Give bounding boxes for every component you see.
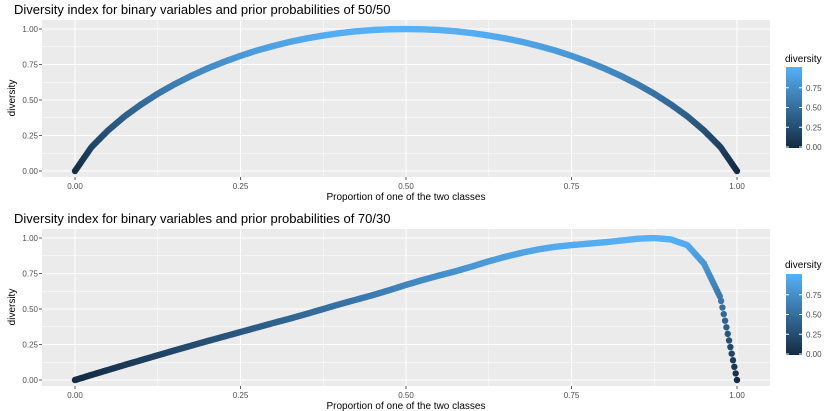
x-tick-label: 0.50 xyxy=(398,182,414,191)
legend-tick-label: 0.25 xyxy=(806,123,822,132)
data-point xyxy=(724,330,731,338)
y-tick-label: 0.75 xyxy=(22,270,38,279)
data-point xyxy=(728,350,735,357)
y-tick-label: 0.00 xyxy=(22,376,38,385)
y-tick-label: 0.50 xyxy=(22,96,38,105)
legend-tick-label: 0.75 xyxy=(806,291,822,300)
y-tick-label: 1.00 xyxy=(22,25,38,34)
x-tick-label: 1.00 xyxy=(729,391,745,400)
data-point xyxy=(721,317,729,324)
y-tick-label: 0.25 xyxy=(22,341,38,350)
legend-tick-label: 0.50 xyxy=(806,104,822,113)
x-tick-label: 0.50 xyxy=(398,391,414,400)
data-point xyxy=(727,343,734,351)
y-axis-title: diversity xyxy=(7,289,18,326)
data-point xyxy=(733,376,741,384)
data-point xyxy=(717,297,725,305)
legend-tick-label: 0.00 xyxy=(806,143,822,152)
legend-colorbar xyxy=(786,274,802,355)
x-tick-label: 0.75 xyxy=(564,391,580,400)
color-legend: diversity 0.00 0.25 0.50 0.75 xyxy=(785,54,822,152)
legend-tick-label: 0.00 xyxy=(806,350,822,359)
data-point xyxy=(720,310,727,318)
data-point xyxy=(723,324,730,331)
legend-colorbar xyxy=(786,67,802,148)
data-point xyxy=(732,370,739,377)
y-tick-label: 0.00 xyxy=(22,167,38,176)
color-legend: diversity 0.00 0.25 0.50 0.75 xyxy=(785,260,822,359)
chart-title: Diversity index for binary variables and… xyxy=(14,2,390,17)
x-tick-label: 0.25 xyxy=(233,182,249,191)
legend-title: diversity xyxy=(785,54,822,65)
chart-panel-50-50: Diversity index for binary variables and… xyxy=(7,2,822,203)
x-tick-label: 1.00 xyxy=(729,182,745,191)
data-point xyxy=(733,167,741,175)
legend-tick-label: 0.75 xyxy=(806,84,822,93)
x-tick-label: 0.00 xyxy=(67,391,83,400)
y-tick-label: 0.75 xyxy=(22,61,38,70)
data-point xyxy=(731,363,738,371)
y-tick-label: 1.00 xyxy=(22,234,38,243)
y-tick-label: 0.25 xyxy=(22,132,38,141)
legend-tick-label: 0.50 xyxy=(806,311,822,320)
chart-title: Diversity index for binary variables and… xyxy=(14,211,390,226)
legend-title: diversity xyxy=(785,260,822,271)
y-axis-title: diversity xyxy=(7,80,18,117)
x-tick-label: 0.25 xyxy=(233,391,249,400)
x-axis-title: Proportion of one of the two classes xyxy=(327,401,486,411)
data-point xyxy=(719,304,726,311)
x-tick-label: 0.75 xyxy=(564,182,580,191)
y-tick-label: 0.50 xyxy=(22,305,38,314)
legend-tick-label: 0.25 xyxy=(806,330,822,339)
data-point xyxy=(725,337,733,344)
x-axis-title: Proportion of one of the two classes xyxy=(327,192,486,203)
chart-panel-70-30: Diversity index for binary variables and… xyxy=(7,211,822,411)
data-point xyxy=(729,357,737,364)
x-tick-label: 0.00 xyxy=(67,182,83,191)
